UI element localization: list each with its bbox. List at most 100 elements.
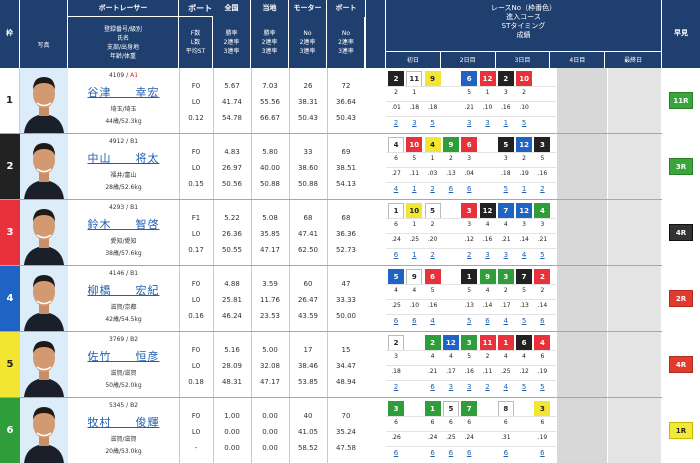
racer-name-link[interactable]: 谷津 幸宏 — [87, 86, 160, 99]
race-no-cell[interactable]: 3 — [497, 269, 514, 285]
race-no-cell[interactable]: 10 — [516, 71, 533, 87]
result-link[interactable]: 5 — [540, 251, 545, 259]
result-link[interactable]: 4 — [503, 317, 509, 325]
result-link[interactable] — [480, 185, 496, 197]
race-no-cell[interactable]: 2 — [497, 71, 514, 87]
result-link[interactable]: 3 — [466, 383, 472, 391]
racer-name-link[interactable]: 柳橋 宏紀 — [87, 284, 160, 297]
race-no-cell[interactable]: 5 — [442, 401, 459, 417]
result-link[interactable]: 4 — [430, 317, 435, 325]
race-no-cell[interactable]: 7 — [461, 401, 478, 417]
race-no-cell[interactable]: 9 — [424, 71, 441, 87]
result-link[interactable]: 3 — [412, 119, 417, 127]
result-link[interactable] — [480, 449, 496, 461]
result-link[interactable]: 6 — [540, 449, 545, 457]
racer-name-link[interactable]: 牧村 俊輝 — [87, 416, 160, 429]
result-link[interactable] — [406, 449, 422, 461]
result-link[interactable]: 6 — [540, 317, 545, 325]
race-no-cell[interactable]: 1 — [424, 401, 441, 417]
result-link[interactable] — [406, 383, 422, 395]
race-no-cell[interactable]: 7 — [516, 269, 533, 285]
result-link[interactable]: 1 — [503, 119, 509, 127]
race-no-cell[interactable]: 12 — [479, 203, 496, 219]
race-no-cell[interactable]: 1 — [388, 203, 404, 219]
result-link[interactable]: 6 — [448, 449, 454, 457]
race-no-cell[interactable]: 4 — [424, 137, 441, 153]
result-link[interactable] — [443, 317, 459, 329]
race-no-cell[interactable]: 5 — [497, 137, 514, 153]
race-no-cell[interactable]: 2 — [534, 269, 551, 285]
result-link[interactable]: 5 — [466, 317, 472, 325]
result-link[interactable]: 2 — [430, 251, 435, 259]
race-no-cell[interactable]: 2 — [424, 335, 441, 351]
next-race-button[interactable]: 2R — [669, 290, 693, 307]
result-link[interactable]: 4 — [521, 251, 527, 259]
result-link[interactable]: 2 — [485, 383, 490, 391]
race-no-cell[interactable]: 3 — [534, 401, 551, 417]
race-no-cell[interactable]: 3 — [534, 137, 551, 153]
result-link[interactable]: 3 — [485, 251, 490, 259]
next-race-button[interactable]: 11R — [669, 92, 693, 109]
result-link[interactable]: 4 — [503, 383, 509, 391]
result-link[interactable]: 3 — [448, 383, 454, 391]
result-link[interactable]: 6 — [393, 317, 399, 325]
next-race-button[interactable]: 4R — [669, 356, 693, 373]
result-link[interactable]: 3 — [503, 251, 509, 259]
race-no-cell[interactable]: 10 — [406, 137, 423, 153]
race-no-cell[interactable]: 6 — [424, 269, 441, 285]
race-no-cell[interactable]: 4 — [388, 137, 404, 153]
result-link[interactable]: 2 — [393, 119, 399, 127]
result-link[interactable]: 1 — [521, 185, 527, 193]
race-no-cell[interactable]: 9 — [406, 269, 423, 285]
race-no-cell[interactable]: 4 — [534, 203, 551, 219]
race-no-cell[interactable]: 12 — [479, 71, 496, 87]
result-link[interactable]: 5 — [521, 317, 527, 325]
result-link[interactable]: 6 — [430, 383, 435, 391]
result-link[interactable]: 3 — [485, 119, 490, 127]
race-no-cell[interactable]: 1 — [497, 335, 514, 351]
result-link[interactable]: 2 — [466, 251, 472, 259]
result-link[interactable]: 6 — [503, 449, 509, 457]
race-no-cell[interactable]: 2 — [388, 71, 404, 87]
race-no-cell[interactable]: 4 — [534, 335, 551, 351]
race-no-cell[interactable]: 8 — [497, 401, 514, 417]
race-no-cell[interactable]: 10 — [406, 203, 423, 219]
result-link[interactable]: 3 — [466, 119, 472, 127]
next-race-button[interactable]: 3R — [669, 158, 693, 175]
result-link[interactable]: 5 — [521, 383, 527, 391]
race-no-cell[interactable]: 3 — [461, 335, 478, 351]
racer-name-link[interactable]: 佐竹 恒彦 — [87, 350, 160, 363]
result-link[interactable]: 6 — [466, 185, 472, 193]
result-link[interactable] — [516, 449, 532, 461]
race-no-cell[interactable]: 12 — [442, 335, 459, 351]
result-link[interactable]: 2 — [393, 383, 399, 391]
result-link[interactable]: 4 — [393, 185, 399, 193]
race-no-cell[interactable]: 11 — [406, 71, 423, 87]
result-link[interactable]: 2 — [430, 185, 435, 193]
race-no-cell[interactable]: 6 — [461, 71, 478, 87]
result-link[interactable]: 6 — [393, 251, 399, 259]
result-link[interactable]: 5 — [521, 119, 527, 127]
next-race-button[interactable]: 1R — [669, 422, 693, 439]
result-link[interactable]: 6 — [466, 449, 472, 457]
race-no-cell[interactable]: 12 — [516, 203, 533, 219]
race-no-cell[interactable]: 11 — [479, 335, 496, 351]
race-no-cell[interactable]: 6 — [461, 137, 478, 153]
race-no-cell[interactable]: 2 — [388, 335, 404, 351]
result-link[interactable]: 6 — [430, 449, 435, 457]
race-no-cell[interactable]: 9 — [442, 137, 459, 153]
result-link[interactable]: 1 — [412, 251, 417, 259]
race-no-cell[interactable]: 6 — [516, 335, 533, 351]
race-no-cell[interactable]: 7 — [497, 203, 514, 219]
result-link[interactable]: 5 — [503, 185, 509, 193]
result-link[interactable]: 5 — [540, 383, 545, 391]
result-link[interactable]: 5 — [430, 119, 435, 127]
race-no-cell[interactable]: 12 — [516, 137, 533, 153]
race-no-cell[interactable]: 3 — [388, 401, 404, 417]
result-link[interactable]: 1 — [412, 185, 417, 193]
race-no-cell[interactable]: 1 — [461, 269, 478, 285]
racer-name-link[interactable]: 鈴木 智啓 — [87, 218, 160, 231]
result-link[interactable]: 6 — [448, 185, 454, 193]
race-no-cell[interactable]: 5 — [424, 203, 441, 219]
result-link[interactable]: 6 — [485, 317, 490, 325]
